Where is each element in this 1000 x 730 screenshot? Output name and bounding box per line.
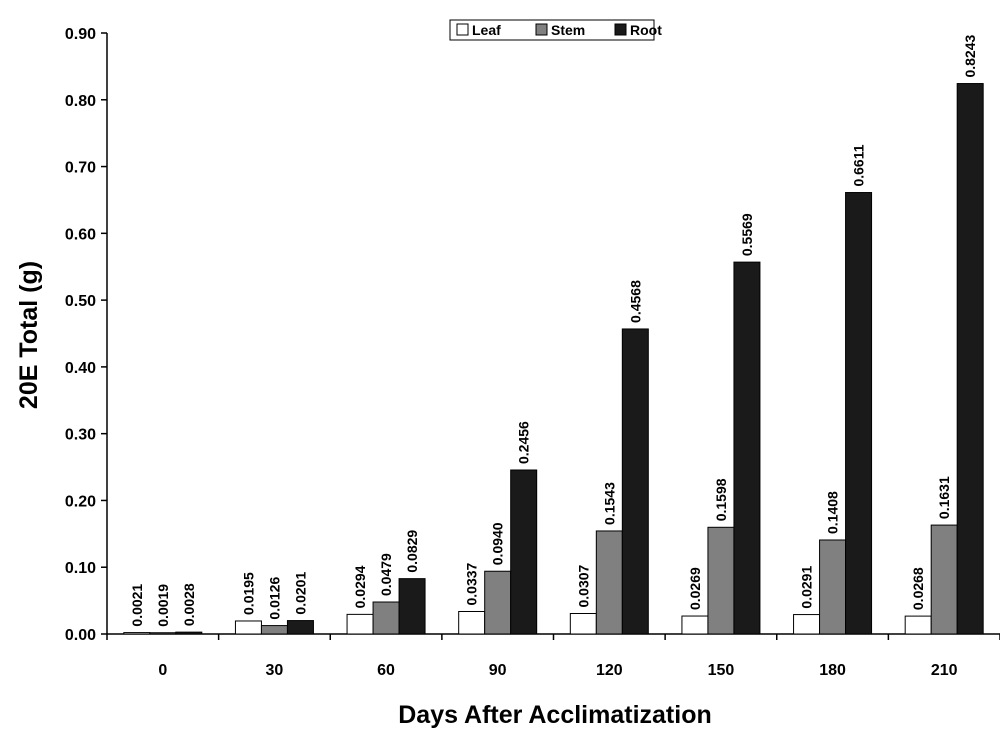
bar-leaf [793,614,821,635]
data-label-stem: 0.0126 [266,577,282,620]
bar-stem [372,601,400,635]
bar-root [956,83,984,635]
bar-leaf [234,620,262,635]
data-label-stem: 0.1543 [601,482,617,525]
data-label-leaf: 0.0307 [575,564,591,607]
bar-leaf [569,612,597,635]
y-tick-label: 0.60 [65,226,96,243]
legend: Leaf Stem Root [449,19,662,41]
legend-label-stem: Stem [551,22,585,38]
bar-stem [707,526,735,635]
data-label-stem: 0.1598 [713,478,729,521]
bar-leaf [458,610,486,635]
bar-stem [930,524,958,635]
bar-root [733,261,761,635]
y-axis: 0.00 0.10 0.20 0.30 0.40 0.50 0.60 0.70 0.80 0.90 [65,26,108,644]
bars [123,83,984,635]
bar-leaf [681,615,709,635]
bar-stem [484,570,512,635]
data-label-root: 0.6611 [851,144,867,186]
data-label-stem: 0.0019 [155,584,171,627]
data-labels: 0.0021 0.0195 0.0294 0.0337 0.0307 0.0269 0.02… [129,35,978,627]
data-label-root: 0.0028 [181,583,197,626]
bar-stem [819,539,847,635]
y-tick-label: 0.50 [65,293,96,310]
x-tick-label: 90 [489,662,507,679]
y-tick-label: 0.10 [65,560,96,577]
legend-label-root: Root [630,22,662,38]
x-tick-label: 60 [377,662,395,679]
y-tick-label: 0.30 [65,427,96,444]
data-label-stem: 0.0940 [490,522,506,565]
bar-stem [595,530,623,635]
data-label-root: 0.2456 [516,421,532,464]
data-label-root: 0.5569 [739,213,755,256]
y-axis-title: 20E Total (g) [15,261,43,409]
bar-root [175,631,203,635]
legend-swatch-stem [535,23,548,36]
data-label-leaf: 0.0337 [464,562,480,605]
x-tick-label: 120 [596,662,623,679]
x-tick-label: 30 [266,662,284,679]
data-label-root: 0.0201 [292,572,308,615]
data-label-leaf: 0.0294 [352,565,368,608]
y-tick-label: 0.70 [65,160,96,177]
y-tick-label: 0.20 [65,493,96,510]
bar-stem [260,625,288,635]
bar-root [398,578,426,635]
bar-root [286,620,314,635]
data-label-leaf: 0.0269 [687,567,703,610]
bar-root [510,469,538,635]
bar-leaf [904,615,932,635]
data-label-stem: 0.1631 [936,476,952,519]
data-label-leaf: 0.0021 [129,584,145,627]
legend-box [449,19,655,41]
bar-stem [149,632,177,635]
data-label-stem: 0.1408 [825,491,841,534]
data-label-leaf: 0.0291 [799,566,815,609]
x-axis-title: Days After Acclimatization [398,701,712,729]
x-tick-label: 180 [819,662,846,679]
data-label-leaf: 0.0268 [910,567,926,610]
y-tick-label: 0.40 [65,360,96,377]
data-label-leaf: 0.0195 [240,572,256,615]
data-label-root: 0.8243 [962,35,978,78]
x-tick-label: 210 [931,662,958,679]
x-tick-label: 150 [708,662,735,679]
legend-swatch-root [614,23,627,36]
x-axis: 0 30 60 90 120 150 180 210 [106,633,1000,679]
data-label-root: 0.4568 [627,280,643,323]
legend-label-leaf: Leaf [472,22,501,38]
data-label-root: 0.0829 [404,530,420,573]
bar-root [845,192,873,635]
y-tick-label: 0.80 [65,93,96,110]
x-tick-label: 0 [158,662,167,679]
y-tick-label: 0.90 [65,26,96,43]
data-label-stem: 0.0479 [378,553,394,596]
bar-root [621,328,649,635]
bar-leaf [346,613,374,635]
bar-leaf [123,632,151,635]
y-tick-label: 0.00 [65,627,96,644]
legend-swatch-leaf [456,23,469,36]
